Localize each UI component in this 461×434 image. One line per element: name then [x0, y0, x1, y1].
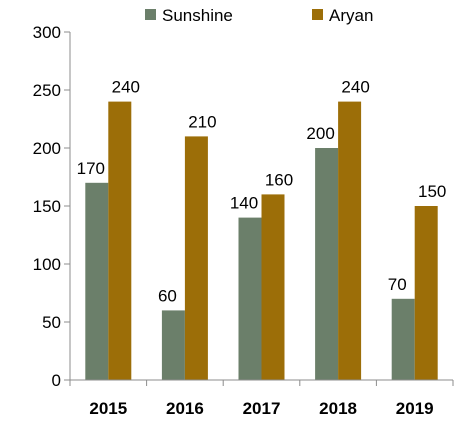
bar-sunshine-2017	[238, 217, 262, 380]
y-tick-label: 150	[33, 197, 61, 216]
x-tick-label: 2016	[166, 399, 204, 418]
y-tick-label: 200	[33, 139, 61, 158]
bar-sunshine-2015	[85, 182, 109, 380]
data-label: 70	[388, 275, 407, 294]
y-tick-label: 300	[33, 23, 61, 42]
y-tick-label: 250	[33, 81, 61, 100]
data-label: 240	[112, 78, 140, 97]
data-label: 210	[188, 112, 216, 131]
data-label: 240	[341, 78, 369, 97]
bar-aryan-2018	[338, 101, 362, 380]
axes: 0 50 100 150 200 250 300 2015 2016 2017 2018 2019	[33, 23, 454, 418]
data-label: 160	[265, 170, 293, 189]
bar-aryan-2019	[414, 206, 438, 380]
legend-swatch-aryan	[312, 9, 323, 20]
x-tick-label: 2018	[319, 399, 357, 418]
x-tick-label: 2017	[243, 399, 281, 418]
data-label: 140	[230, 194, 258, 213]
bar-aryan-2016	[184, 136, 208, 380]
legend: Sunshine Aryan	[145, 6, 373, 25]
bar-aryan-2015	[108, 101, 132, 380]
legend-label-aryan: Aryan	[329, 6, 373, 25]
bar-aryan-2017	[261, 194, 285, 380]
legend-label-sunshine: Sunshine	[162, 6, 233, 25]
bar-sunshine-2018	[315, 148, 339, 380]
bar-sunshine-2016	[161, 310, 185, 380]
y-tick-label: 0	[52, 371, 61, 390]
y-tick-label: 100	[33, 255, 61, 274]
bar-sunshine-2019	[391, 298, 415, 380]
x-tick-label: 2015	[89, 399, 127, 418]
legend-swatch-sunshine	[145, 9, 156, 20]
data-label: 150	[418, 182, 446, 201]
data-labels: 170 240 60 210 140 160 200 240 70 150	[77, 78, 447, 306]
x-tick-label: 2019	[396, 399, 434, 418]
data-label: 200	[306, 124, 334, 143]
bars	[85, 101, 438, 380]
y-tick-label: 50	[42, 313, 61, 332]
data-label: 60	[158, 286, 177, 305]
data-label: 170	[77, 159, 105, 178]
